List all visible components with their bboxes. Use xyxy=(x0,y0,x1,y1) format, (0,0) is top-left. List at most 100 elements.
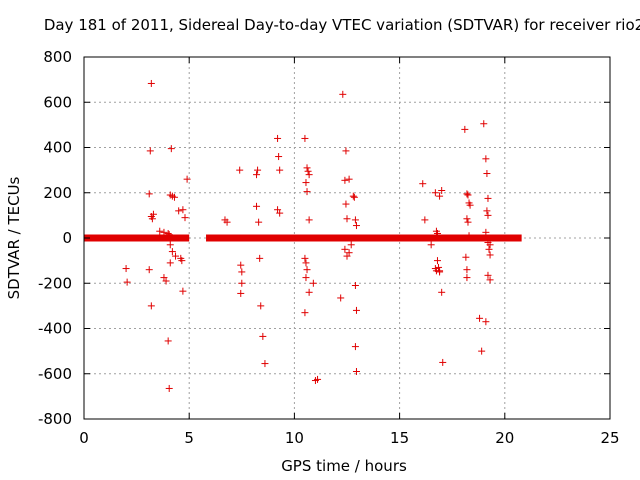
data-point xyxy=(302,274,310,282)
data-point xyxy=(482,155,490,163)
data-point xyxy=(486,241,494,249)
data-point xyxy=(156,227,164,235)
data-point xyxy=(463,274,471,282)
data-point xyxy=(463,266,471,274)
y-tick-label: -200 xyxy=(38,274,72,292)
data-point xyxy=(302,259,310,267)
data-point xyxy=(236,166,244,174)
data-point xyxy=(179,206,187,214)
data-point xyxy=(179,287,187,295)
data-point xyxy=(166,259,174,267)
x-tick-label: 0 xyxy=(79,429,89,447)
x-tick-label: 25 xyxy=(600,429,619,447)
y-tick-label: -800 xyxy=(38,410,72,428)
data-point xyxy=(352,367,360,375)
y-tick-label: 200 xyxy=(43,184,72,202)
data-point xyxy=(164,337,172,345)
data-point xyxy=(304,167,312,175)
y-axis-label: SDTVAR / TECUs xyxy=(5,176,23,299)
data-point xyxy=(482,228,490,236)
data-point xyxy=(183,175,191,183)
data-point xyxy=(148,215,156,223)
data-point xyxy=(464,191,472,199)
data-point xyxy=(486,276,494,284)
data-point xyxy=(309,279,317,287)
data-point xyxy=(482,318,490,326)
data-point xyxy=(484,211,492,219)
data-point xyxy=(305,288,313,296)
data-point xyxy=(352,306,360,314)
data-point xyxy=(165,231,173,239)
data-point xyxy=(170,193,178,201)
data-point xyxy=(347,241,355,249)
x-tick-label: 15 xyxy=(390,429,409,447)
x-tick-label: 10 xyxy=(285,429,304,447)
y-tick-label: 800 xyxy=(43,48,72,66)
data-point xyxy=(253,202,261,210)
data-point xyxy=(238,279,246,287)
data-point xyxy=(342,200,350,208)
data-point xyxy=(145,266,153,274)
data-point xyxy=(123,278,131,286)
data-point xyxy=(438,288,446,296)
data-point xyxy=(352,222,360,230)
data-point xyxy=(341,245,349,253)
data-point xyxy=(439,358,447,366)
data-point xyxy=(351,216,359,224)
data-point xyxy=(436,267,444,275)
data-point xyxy=(421,216,429,224)
chart-title: Day 181 of 2011, Sidereal Day-to-day VTE… xyxy=(44,16,640,34)
y-tick-labels: -800 -600 -400 -200 0 200 400 600 800 xyxy=(38,48,72,428)
data-point xyxy=(342,147,350,155)
data-point xyxy=(254,166,262,174)
data-point xyxy=(301,309,309,317)
data-point xyxy=(162,277,170,285)
data-point xyxy=(166,241,174,249)
data-point xyxy=(301,134,309,142)
data-point xyxy=(178,257,186,265)
dense-bands xyxy=(84,234,522,242)
data-point xyxy=(147,302,155,310)
data-point xyxy=(433,229,441,237)
data-point xyxy=(351,282,359,290)
data-point xyxy=(259,332,267,340)
data-point xyxy=(461,125,469,133)
data-point xyxy=(485,245,493,253)
x-axis-label: GPS time / hours xyxy=(281,457,407,475)
data-point xyxy=(431,189,439,197)
data-point xyxy=(122,265,130,273)
data-point xyxy=(438,186,446,194)
data-point xyxy=(476,314,484,322)
data-point xyxy=(433,257,441,265)
data-point xyxy=(146,147,154,155)
data-point xyxy=(341,176,349,184)
data-point xyxy=(164,229,172,237)
data-point xyxy=(483,170,491,178)
data-point xyxy=(274,134,282,142)
data-point xyxy=(302,179,310,187)
data-point xyxy=(463,190,471,198)
dense-band xyxy=(206,234,522,242)
data-point xyxy=(237,289,245,297)
data-point xyxy=(464,218,472,226)
data-point xyxy=(351,343,359,351)
data-point xyxy=(175,207,183,215)
data-point xyxy=(466,201,474,209)
data-point xyxy=(350,193,358,201)
data-point xyxy=(223,218,231,226)
data-point xyxy=(303,188,311,196)
y-tick-label: -600 xyxy=(38,365,72,383)
data-point xyxy=(337,294,345,302)
data-point xyxy=(276,209,284,217)
data-point xyxy=(305,171,313,179)
data-point xyxy=(419,180,427,188)
data-point xyxy=(160,228,168,236)
data-point xyxy=(480,120,488,128)
data-point xyxy=(486,251,494,259)
y-tick-label: -400 xyxy=(38,320,72,338)
data-point xyxy=(165,384,173,392)
data-point xyxy=(463,215,471,223)
x-tick-label: 20 xyxy=(495,429,514,447)
data-point xyxy=(345,249,353,257)
